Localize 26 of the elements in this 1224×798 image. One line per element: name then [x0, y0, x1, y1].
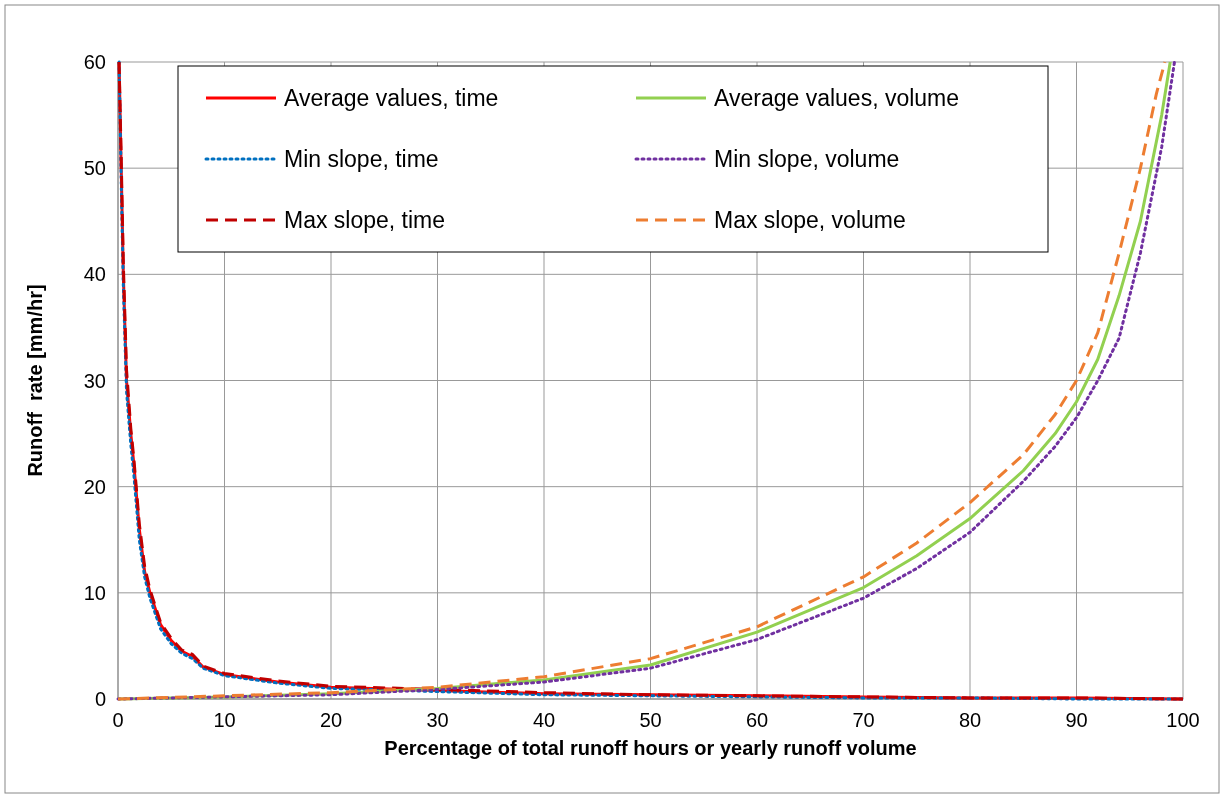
- x-tick-label: 100: [1166, 709, 1200, 731]
- y-tick-label: 60: [83, 51, 106, 73]
- legend-label: Max slope, time: [284, 207, 446, 233]
- y-tick-label: 20: [83, 475, 106, 498]
- legend-label: Min slope, volume: [714, 146, 900, 172]
- y-axis-title: Runoff rate [mm/hr]: [24, 284, 46, 477]
- y-tick-label: 40: [83, 263, 106, 286]
- x-tick-label: 50: [639, 709, 662, 731]
- x-tick-label: 10: [213, 709, 236, 731]
- x-tick-label: 80: [958, 709, 982, 731]
- x-axis-title: Percentage of total runoff hours or yearly runoff volume: [384, 737, 917, 759]
- y-tick-label: 50: [83, 157, 106, 180]
- x-tick-label: 0: [112, 709, 124, 731]
- y-tick-label: 30: [83, 369, 106, 392]
- x-tick-label: 20: [319, 709, 343, 731]
- y-tick-label: 10: [83, 581, 106, 604]
- y-tick-label: 0: [94, 688, 106, 710]
- legend-label: Average values, volume: [714, 85, 960, 111]
- x-tick-label: 70: [852, 709, 875, 731]
- legend-label: Average values, time: [284, 85, 499, 111]
- x-tick-label: 60: [745, 709, 769, 731]
- legend-label: Max slope, volume: [714, 207, 906, 233]
- x-tick-label: 40: [532, 709, 556, 731]
- legend-label: Min slope, time: [284, 146, 439, 172]
- x-tick-label: 90: [1065, 709, 1088, 731]
- x-tick-label: 30: [426, 709, 449, 731]
